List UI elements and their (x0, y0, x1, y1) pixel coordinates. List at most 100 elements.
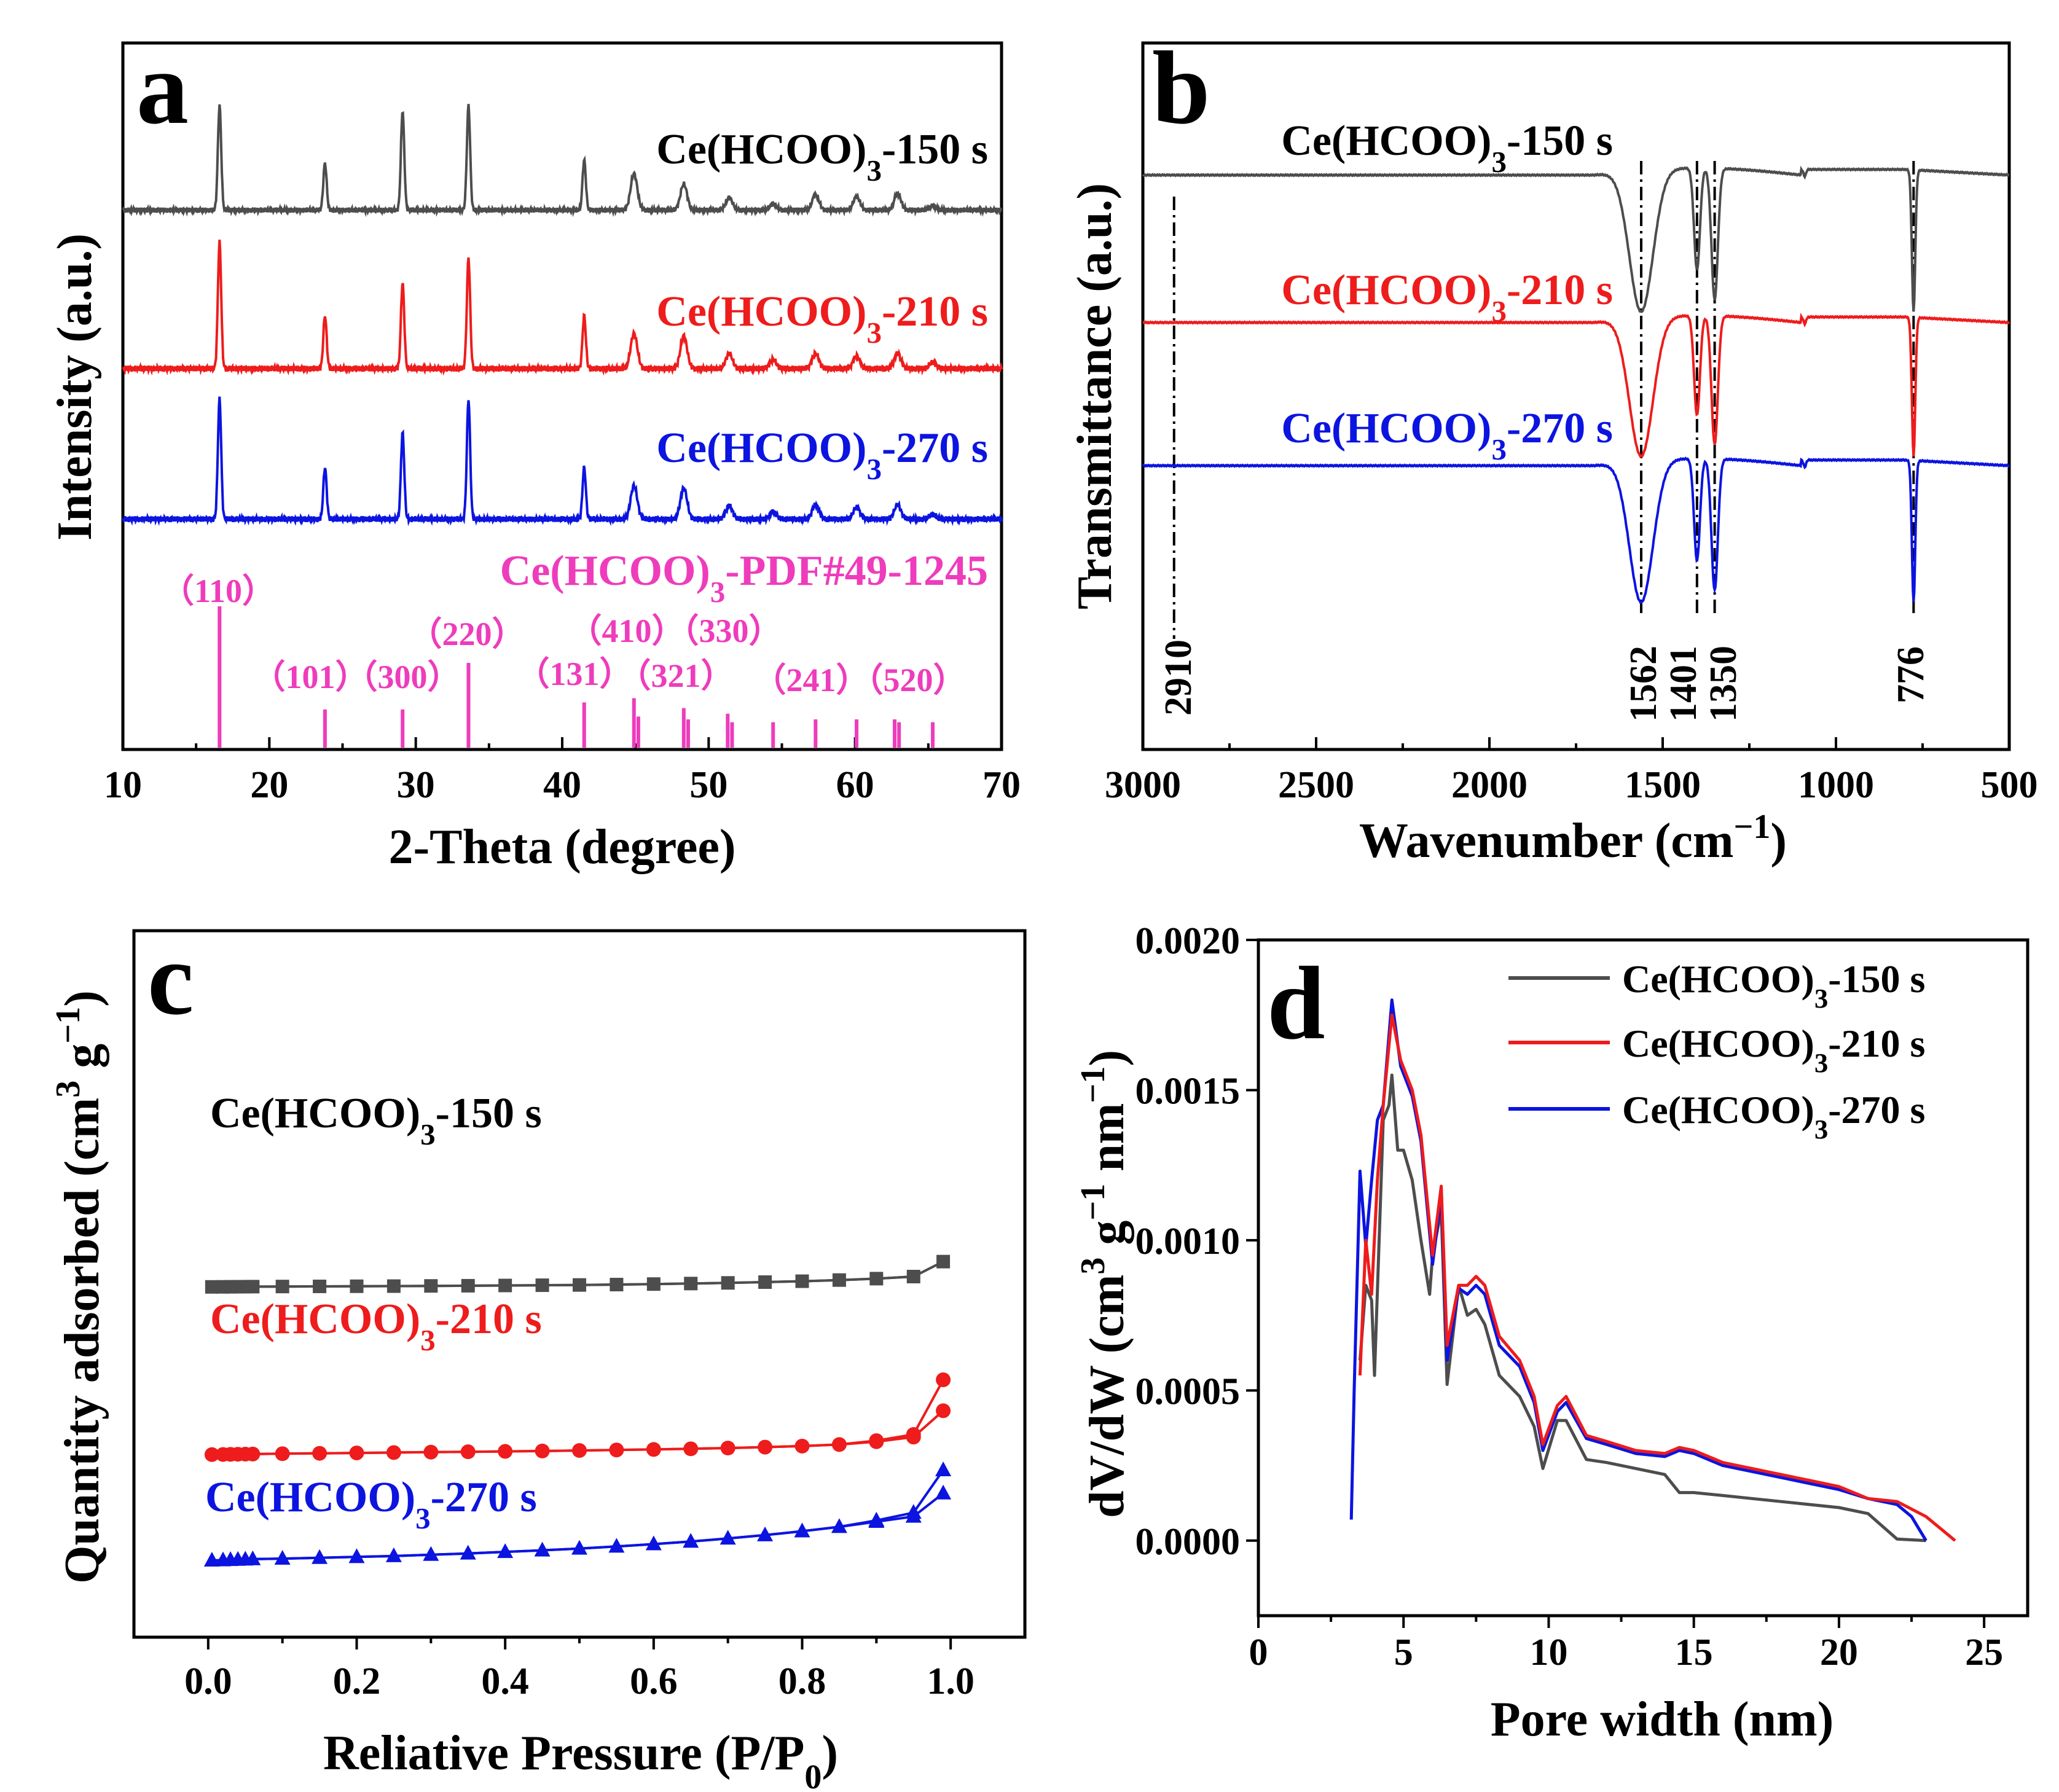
panel-b-label-210s-text: Ce(HCOO)3-210 s (1281, 267, 1613, 328)
isotherm-marker-270s (608, 1538, 625, 1553)
panel-c-traces (203, 1254, 952, 1567)
isotherm-marker-150s (869, 1272, 884, 1286)
panel-d-x-tick-label: 10 (1529, 1632, 1567, 1673)
isotherm-marker-210s (646, 1442, 661, 1457)
isotherm-marker-210s (349, 1446, 364, 1461)
panel-c-x-axis: 0.0 0.2 0.4 0.6 0.8 1.0 (184, 1637, 975, 1702)
isotherm-marker-150s (535, 1278, 549, 1293)
isotherm-marker-270s (935, 1484, 952, 1500)
panel-c-x-tick-label: 0.0 (184, 1661, 232, 1702)
hkl-131: （131） (517, 655, 633, 692)
isotherm-marker-210s (720, 1441, 735, 1456)
isotherm-marker-270s (274, 1550, 291, 1565)
panel-b-x-tick-label: 500 (1981, 764, 2038, 806)
isotherm-marker-150s (721, 1276, 735, 1290)
panel-c-x-tick-label: 0.4 (481, 1661, 529, 1702)
panel-d-x-tick-label: 20 (1820, 1632, 1858, 1673)
panel-c-x-label-text: Reliative Pressure (P/P0) (323, 1726, 838, 1792)
panel-c-label-270s: Ce(HCOO)3-270 s (205, 1474, 537, 1535)
panel-b-x-label: Wavenumber (cm−1) (1359, 808, 1787, 868)
panel-d-y-tick-label: 0.0010 (1135, 1221, 1241, 1262)
panel-d: 0 5 10 15 20 25 0.0000 0.0005 0.0010 0.0015 0.002… (1074, 920, 2030, 1747)
band-1562: 1562 (1623, 646, 1665, 722)
isotherm-marker-270s (645, 1535, 662, 1551)
panel-b-label-210s: Ce(HCOO)3-210 s (1281, 267, 1613, 328)
band-1350: 1350 (1703, 646, 1744, 722)
isotherm-marker-270s (831, 1518, 847, 1533)
isotherm-marker-210s (204, 1447, 219, 1462)
panel-d-y-tick-label: 0.0020 (1135, 920, 1241, 962)
isotherm-marker-270s (868, 1511, 885, 1527)
panel-c-label-270s-text: Ce(HCOO)3-270 s (205, 1474, 537, 1535)
panel-d-frame (1257, 938, 2030, 1618)
isotherm-marker-270s (720, 1530, 736, 1545)
panel-d-traces (1349, 998, 1956, 1543)
hkl-110: （110） (161, 573, 275, 609)
isotherm-marker-150s (906, 1270, 920, 1283)
isotherm-marker-210s (683, 1441, 699, 1457)
panel-d-y-axis: 0.0000 0.0005 0.0010 0.0015 0.0020 (1135, 920, 1258, 1563)
hkl-101: （101） (253, 659, 369, 695)
isotherm-marker-150s (573, 1278, 586, 1292)
isotherm-marker-210s (572, 1443, 587, 1458)
panel-a-label-270s: Ce(HCOO)3-270 s (656, 425, 988, 486)
legend-label-210s: Ce(HCOO)3-210 s (1622, 1022, 1925, 1078)
hkl-321: （321） (618, 657, 734, 694)
isotherm-marker-150s (246, 1280, 260, 1294)
legend-label-150s-text: Ce(HCOO)3-150 s (1622, 957, 1925, 1014)
xrd-trace-150s (122, 104, 1003, 217)
isotherm-marker-210s (535, 1443, 550, 1458)
xrd-trace-210s (122, 240, 1003, 376)
panel-d-x-axis: 0 5 10 15 20 25 (1249, 1616, 2003, 1673)
hkl-300: （300） (345, 659, 461, 695)
panel-c-label-210s-text: Ce(HCOO)3-210 s (210, 1296, 542, 1357)
isotherm-marker-150s (684, 1277, 698, 1291)
panel-a-frame (121, 41, 1003, 751)
legend-label-270s: Ce(HCOO)3-270 s (1622, 1088, 1925, 1144)
panel-b-label-270s: Ce(HCOO)3-270 s (1281, 405, 1613, 466)
panel-a-x-tick-label: 50 (689, 764, 728, 806)
isotherm-marker-210s (906, 1427, 921, 1442)
isotherm-marker-210s (245, 1446, 261, 1461)
ftir-trace-270s (1142, 456, 2010, 604)
panel-c-x-tick-label: 0.6 (630, 1661, 678, 1702)
panel-b-traces (1142, 165, 2010, 604)
panel-a-x-tick-label: 60 (836, 764, 874, 806)
panel-d-x-label: Pore width (nm) (1491, 1692, 1833, 1747)
psd-trace-210s (1358, 1013, 1956, 1542)
panel-a-hkl-labels: （110） （101） （300） （220） （131） （410） （330… (161, 573, 967, 698)
panel-c-x-label: Reliative Pressure (P/P0) (323, 1726, 838, 1792)
panel-b-x-tick-label: 3000 (1105, 764, 1181, 806)
panel-b-x-axis: 3000 2500 2000 1500 1000 500 (1105, 737, 2038, 806)
isotherm-marker-210s (423, 1444, 439, 1460)
panel-a-pdf-label: Ce(HCOO)3-PDF#49-1245 (500, 547, 988, 609)
xrd-trace-270s (122, 396, 1003, 526)
isotherm-marker-270s (935, 1461, 952, 1476)
isotherm-marker-270s (497, 1543, 514, 1559)
panel-a-label-270s-text: Ce(HCOO)3-270 s (656, 425, 988, 486)
band-776: 776 (1890, 646, 1932, 703)
panel-b-x-tick-label: 1500 (1625, 764, 1701, 806)
hkl-220: （220） (409, 616, 525, 652)
isotherm-marker-210s (498, 1444, 513, 1459)
isotherm-marker-150s (275, 1280, 289, 1294)
panel-a-label-150s: Ce(HCOO)3-150 s (656, 126, 988, 187)
isotherm-marker-210s (609, 1442, 624, 1458)
isotherm-marker-270s (203, 1552, 220, 1567)
panel-d-y-label: dV/dW (cm3 g−1 nm−1) (1074, 1050, 1134, 1518)
panel-d-letter: d (1267, 945, 1325, 1061)
panel-c-x-tick-label: 0.2 (333, 1661, 381, 1702)
isotherm-marker-150s (350, 1279, 364, 1293)
isotherm-marker-150s (646, 1277, 661, 1291)
panel-b-label-150s: Ce(HCOO)3-150 s (1281, 117, 1613, 179)
panel-d-y-tick-label: 0.0015 (1135, 1070, 1241, 1112)
panel-b-y-label: Transmittance (a.u.) (1068, 183, 1122, 609)
isotherm-marker-210s (936, 1372, 951, 1387)
psd-trace-270s (1349, 998, 1928, 1542)
panel-d-x-tick-label: 25 (1965, 1632, 2003, 1673)
hkl-410: （410） (569, 612, 685, 649)
isotherm-marker-210s (460, 1444, 476, 1460)
isotherm-marker-270s (460, 1544, 476, 1560)
panel-c: 0.0 0.2 0.4 0.6 0.8 1.0 c Ce(HCOO)3-150 s Ce(… (49, 921, 1027, 1792)
panel-d-x-tick-label: 5 (1394, 1632, 1413, 1673)
